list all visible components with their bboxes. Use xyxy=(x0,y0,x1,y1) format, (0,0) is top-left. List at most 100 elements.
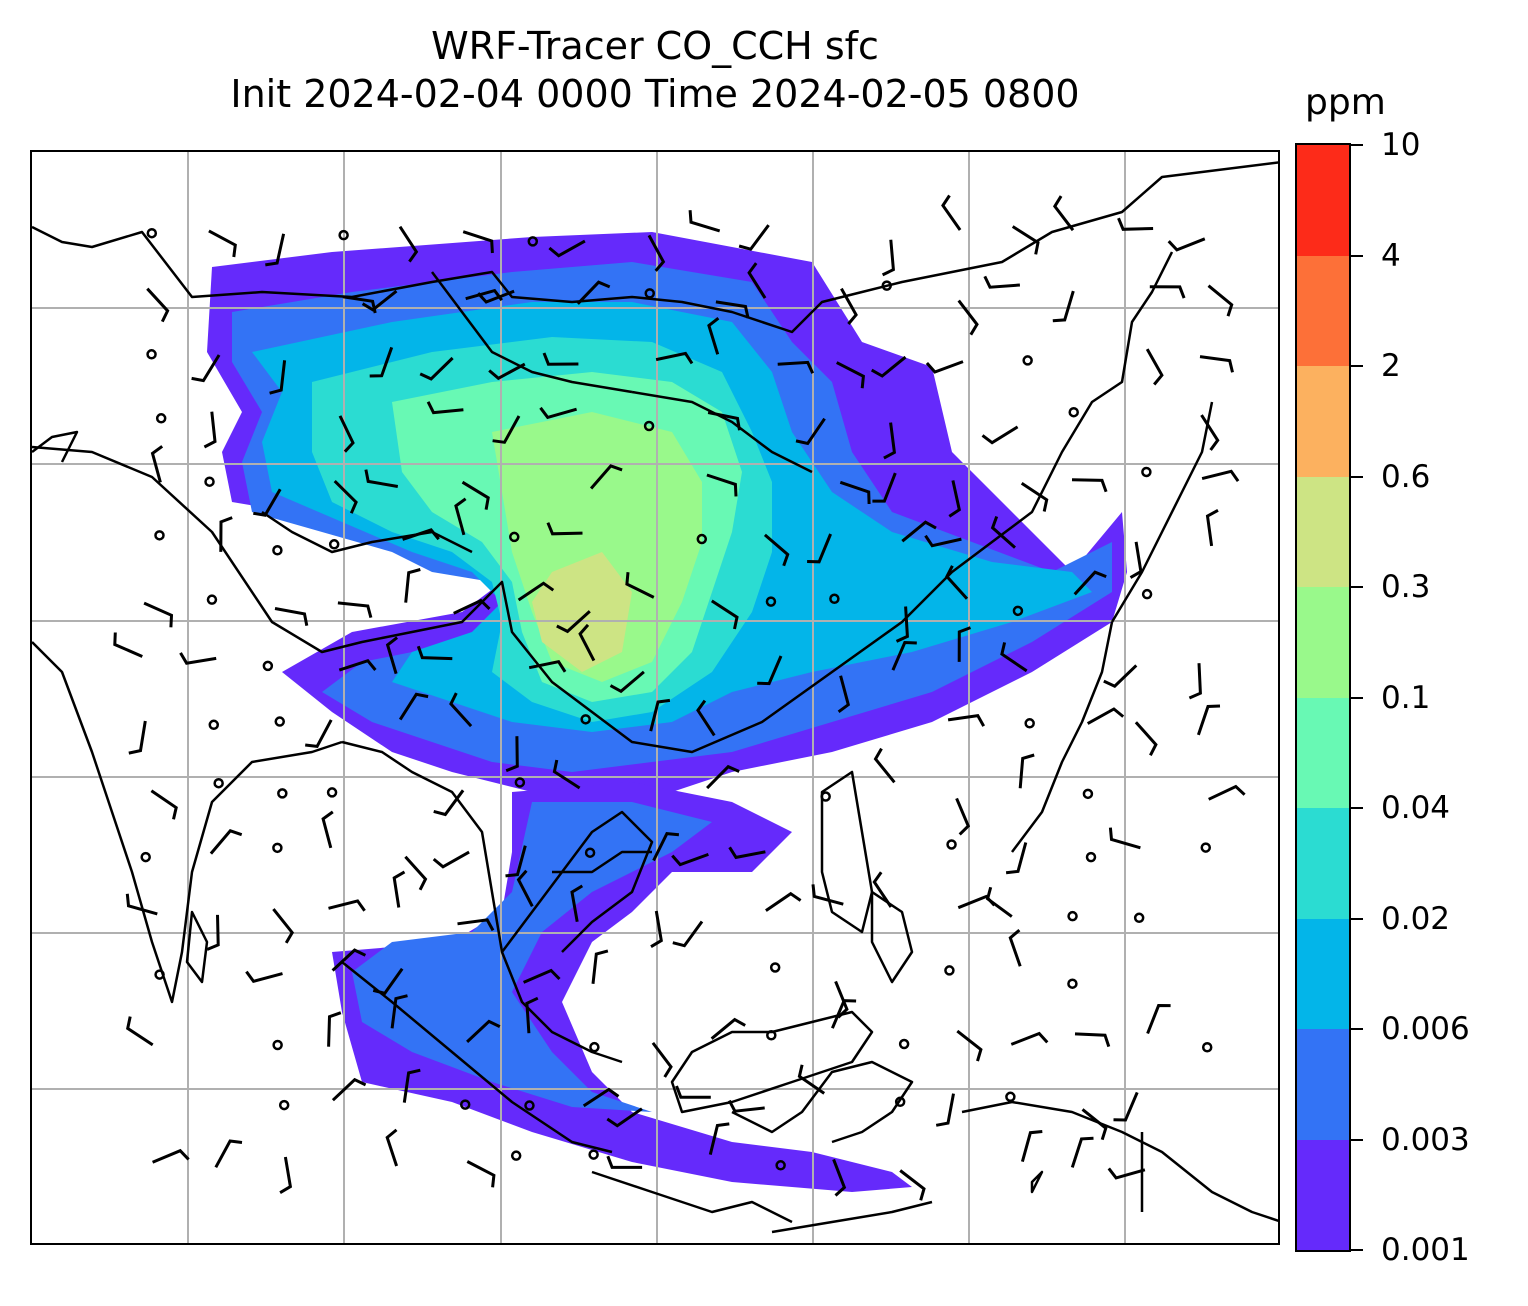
wind-barb xyxy=(209,829,243,855)
wind-barb xyxy=(454,497,467,536)
calm-wind-marker xyxy=(459,1099,471,1110)
calm-wind-marker xyxy=(580,714,591,725)
wind-barb xyxy=(150,789,178,820)
wind-barb xyxy=(651,1041,673,1078)
colorbar-swatch xyxy=(1297,255,1349,366)
calm-wind-marker xyxy=(1200,842,1212,853)
calm-wind-marker xyxy=(206,594,218,605)
calm-wind-marker xyxy=(213,777,224,789)
wind-barb xyxy=(364,469,399,488)
wind-barb xyxy=(606,1155,643,1169)
wind-barb xyxy=(647,234,666,272)
wind-barb xyxy=(925,360,964,374)
wind-barb xyxy=(1020,481,1049,512)
colorbar-tick-label: 10 xyxy=(1381,127,1421,163)
wind-barb xyxy=(957,626,972,662)
calm-wind-marker xyxy=(1022,355,1033,366)
wind-barb xyxy=(1086,707,1125,725)
wind-barb xyxy=(947,713,986,727)
calm-wind-marker xyxy=(1068,406,1079,418)
calm-wind-marker xyxy=(775,1160,786,1171)
wind-barb xyxy=(625,572,655,599)
colorbar xyxy=(1295,143,1351,1252)
wind-barb xyxy=(1052,195,1075,232)
wind-barb xyxy=(516,869,534,907)
wind-barb xyxy=(672,920,704,948)
wind-barb xyxy=(1201,469,1240,482)
wind-barb xyxy=(1188,663,1202,700)
wind-barb xyxy=(466,1019,501,1043)
calm-wind-marker xyxy=(1141,466,1152,478)
wind-barb xyxy=(570,884,584,922)
calm-wind-marker xyxy=(527,236,539,247)
wind-barb xyxy=(528,660,567,673)
wind-barb xyxy=(466,1160,496,1188)
wind-barb xyxy=(385,1128,399,1167)
calm-wind-marker xyxy=(140,851,151,863)
colorbar-swatch xyxy=(1297,586,1349,698)
wind-barb xyxy=(578,623,596,662)
wind-barb xyxy=(125,893,158,916)
wind-barb xyxy=(710,1017,746,1040)
colorbar-tick-label: 0.1 xyxy=(1381,679,1431,716)
wind-barb xyxy=(552,759,581,790)
calm-wind-marker xyxy=(278,1099,290,1111)
wind-barb xyxy=(203,411,217,449)
wind-barb xyxy=(453,598,491,615)
wind-barb xyxy=(837,675,851,714)
calm-wind-marker xyxy=(944,965,955,976)
wind-barb xyxy=(219,516,233,552)
colorbar-tick-mark xyxy=(1351,254,1363,257)
wind-barb xyxy=(338,658,377,672)
calm-wind-marker xyxy=(514,777,526,788)
colorbar-swatch xyxy=(1297,476,1349,587)
wind-barb xyxy=(727,1099,765,1113)
colorbar-tick-label: 4 xyxy=(1381,237,1401,274)
wind-barb xyxy=(872,871,893,908)
wind-barb xyxy=(1000,642,1028,673)
colorbar-swatch xyxy=(1297,918,1349,1029)
colorbar-tick-label: 0.04 xyxy=(1381,790,1451,826)
wind-barb xyxy=(747,262,767,299)
wind-barb xyxy=(591,949,609,984)
wind-barb xyxy=(253,488,282,517)
wind-barb xyxy=(214,1139,243,1169)
wind-barb xyxy=(331,1077,367,1102)
calm-wind-marker xyxy=(1067,978,1078,989)
wind-barb xyxy=(333,480,358,514)
wind-barb xyxy=(328,899,366,912)
wind-barb xyxy=(807,533,832,564)
wind-barb xyxy=(505,736,519,773)
wind-barb xyxy=(1113,1091,1139,1122)
field-level-6 xyxy=(532,552,632,672)
wind-barb xyxy=(128,720,147,755)
calm-wind-marker xyxy=(1085,851,1097,863)
wind-barb xyxy=(840,287,858,325)
calm-wind-marker xyxy=(509,531,520,543)
calm-wind-marker xyxy=(338,229,349,241)
wind-barb xyxy=(1011,225,1040,255)
wind-barb xyxy=(1117,217,1154,231)
title-line-1: WRF-Tracer CO_CCH sfc xyxy=(431,24,879,68)
map-gridlines xyxy=(32,152,1278,1243)
colorbar-tick-label: 2 xyxy=(1381,348,1401,384)
calm-wind-marker xyxy=(588,1149,599,1160)
wind-barb xyxy=(548,239,586,258)
wind-barb xyxy=(385,636,399,675)
calm-wind-marker xyxy=(1012,605,1024,617)
wind-barb xyxy=(369,346,394,378)
wind-barb xyxy=(1134,721,1158,756)
colorbar-swatch xyxy=(1297,144,1349,256)
calm-wind-marker xyxy=(1201,1041,1213,1053)
wind-barb xyxy=(505,845,527,878)
calm-wind-marker xyxy=(274,716,285,727)
wind-barb xyxy=(1010,1031,1049,1046)
wind-barb xyxy=(433,789,465,817)
wind-barb xyxy=(404,568,421,603)
wind-barb xyxy=(688,210,721,233)
field-level-1-south xyxy=(352,802,712,1112)
colorbar-ticks: 0.001 0.003 0.006 0.02 0.04 0.1 0.3 0.6 2 4 10 xyxy=(1351,127,1521,1268)
wind-barb xyxy=(1052,290,1075,323)
wind-barb xyxy=(492,415,521,444)
calm-wind-marker xyxy=(894,1096,906,1108)
